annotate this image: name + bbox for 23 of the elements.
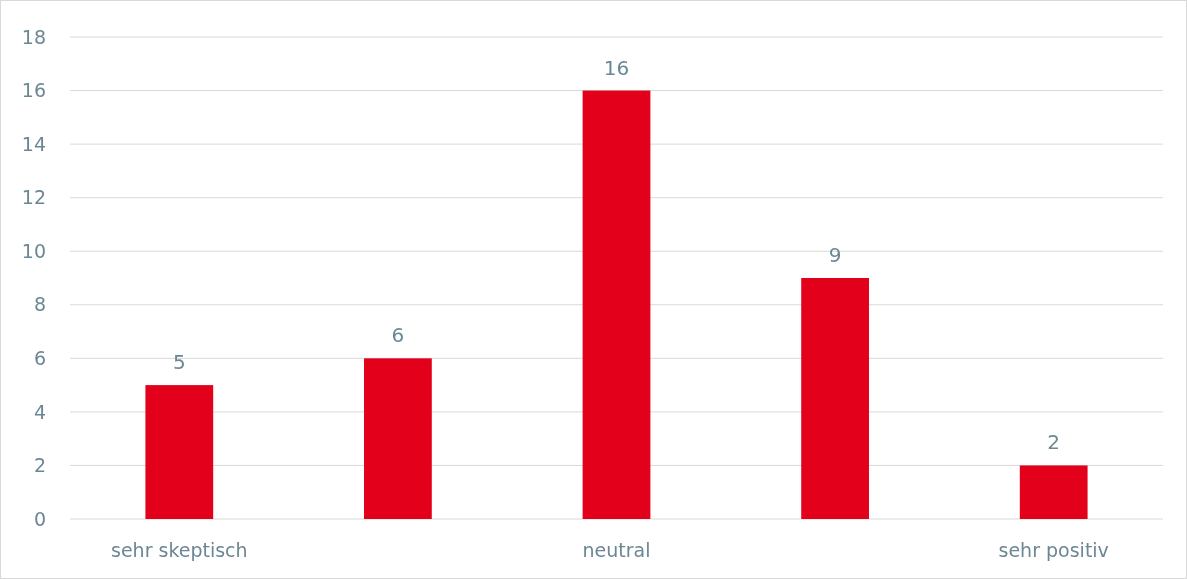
y-tick-label: 16 <box>21 79 46 102</box>
x-tick-label: sehr positiv <box>998 539 1109 561</box>
y-tick-label: 18 <box>21 25 46 48</box>
data-label: 9 <box>828 243 842 267</box>
data-label: 2 <box>1047 430 1061 455</box>
data-label: 16 <box>603 55 630 80</box>
y-tick-label: 6 <box>33 346 46 369</box>
bar <box>1019 465 1088 519</box>
y-tick-label: 0 <box>33 507 46 530</box>
data-label: 5 <box>172 350 186 375</box>
y-tick-label: 8 <box>33 293 46 316</box>
bar <box>145 385 214 519</box>
y-tick-label: 14 <box>21 132 46 155</box>
data-label: 6 <box>391 323 405 348</box>
y-tick-label: 12 <box>21 186 46 209</box>
y-tick-label: 4 <box>33 400 46 423</box>
bar <box>582 90 651 519</box>
bar <box>801 278 869 519</box>
y-tick-label: 2 <box>33 454 46 477</box>
x-tick-label: sehr skeptisch <box>111 539 248 561</box>
x-tick-label: neutral <box>582 539 651 561</box>
bar <box>364 358 432 519</box>
y-tick-label: 10 <box>21 239 46 262</box>
